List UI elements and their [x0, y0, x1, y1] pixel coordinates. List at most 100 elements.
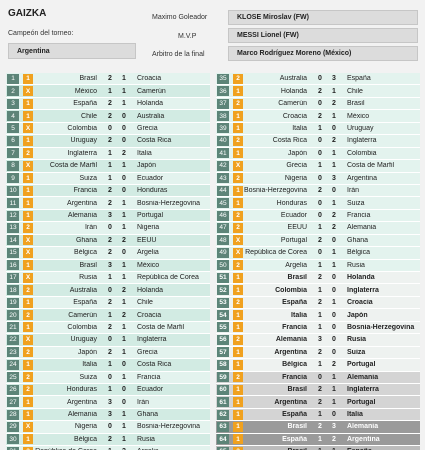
away-score[interactable]: 0: [332, 236, 336, 244]
away-score[interactable]: 0: [122, 124, 126, 132]
prediction-badge[interactable]: 1: [233, 148, 243, 159]
home-score[interactable]: 3: [108, 411, 112, 419]
away-score[interactable]: 2: [122, 149, 126, 157]
prediction-badge[interactable]: 1: [233, 285, 243, 296]
away-score[interactable]: 0: [122, 187, 126, 195]
away-score[interactable]: 1: [332, 261, 336, 269]
prediction-badge[interactable]: 1: [233, 397, 243, 408]
prediction-badge[interactable]: X: [23, 86, 33, 97]
home-score[interactable]: 1: [108, 162, 112, 170]
home-score[interactable]: 1: [108, 274, 112, 282]
prediction-badge[interactable]: 2: [233, 297, 243, 308]
prediction-badge[interactable]: X: [233, 235, 243, 246]
away-score[interactable]: 1: [122, 274, 126, 282]
away-score[interactable]: 0: [122, 112, 126, 120]
prediction-badge[interactable]: 1: [233, 310, 243, 321]
away-score[interactable]: 2: [332, 361, 336, 369]
away-score[interactable]: 2: [122, 286, 126, 294]
home-score[interactable]: 3: [108, 261, 112, 269]
away-score[interactable]: 1: [122, 423, 126, 431]
away-score[interactable]: 2: [122, 236, 126, 244]
home-score[interactable]: 1: [318, 361, 322, 369]
away-score[interactable]: 1: [122, 299, 126, 307]
prediction-badge[interactable]: 2: [233, 446, 243, 450]
home-score[interactable]: 0: [108, 423, 112, 431]
home-score[interactable]: 2: [108, 299, 112, 307]
away-score[interactable]: 0: [122, 249, 126, 257]
home-score[interactable]: 3: [108, 398, 112, 406]
prediction-badge[interactable]: 1: [233, 384, 243, 395]
prediction-badge[interactable]: 1: [233, 86, 243, 97]
home-score[interactable]: 0: [318, 249, 322, 257]
home-score[interactable]: 2: [108, 249, 112, 257]
home-score[interactable]: 1: [318, 162, 322, 170]
away-score[interactable]: 0: [332, 286, 336, 294]
home-score[interactable]: 0: [318, 373, 322, 381]
home-score[interactable]: 0: [318, 199, 322, 207]
home-score[interactable]: 0: [318, 149, 322, 157]
prediction-badge[interactable]: 1: [23, 322, 33, 333]
home-score[interactable]: 2: [318, 386, 322, 394]
prediction-badge[interactable]: X: [23, 421, 33, 432]
away-score[interactable]: 1: [122, 261, 126, 269]
home-score[interactable]: 2: [108, 348, 112, 356]
home-score[interactable]: 2: [318, 398, 322, 406]
home-score[interactable]: 1: [108, 149, 112, 157]
away-score[interactable]: 2: [122, 311, 126, 319]
prediction-badge[interactable]: 1: [233, 198, 243, 209]
home-score[interactable]: 3: [318, 336, 322, 344]
prediction-badge[interactable]: 2: [233, 260, 243, 271]
prediction-badge[interactable]: 2: [233, 210, 243, 221]
away-score[interactable]: 1: [122, 411, 126, 419]
away-score[interactable]: 1: [332, 112, 336, 120]
away-score[interactable]: 3: [332, 423, 336, 431]
home-score[interactable]: 2: [318, 423, 322, 431]
home-score[interactable]: 2: [108, 236, 112, 244]
away-score[interactable]: 1: [122, 87, 126, 95]
prediction-badge[interactable]: 2: [233, 135, 243, 146]
away-score[interactable]: 1: [327, 448, 341, 450]
away-score[interactable]: 0: [122, 398, 126, 406]
prediction-badge[interactable]: 1: [23, 434, 33, 445]
prediction-badge[interactable]: 1: [233, 322, 243, 333]
prediction-badge[interactable]: 1: [233, 347, 243, 358]
prediction-badge[interactable]: 2: [23, 347, 33, 358]
away-score[interactable]: 1: [122, 199, 126, 207]
away-score[interactable]: 1: [122, 323, 126, 331]
home-score[interactable]: 0: [108, 124, 112, 132]
prediction-badge[interactable]: 2: [233, 372, 243, 383]
prediction-badge[interactable]: 1: [23, 98, 33, 109]
home-score[interactable]: 0: [108, 336, 112, 344]
away-score[interactable]: 0: [122, 386, 126, 394]
prediction-badge[interactable]: X: [23, 334, 33, 345]
away-score[interactable]: 1: [332, 149, 336, 157]
prediction-badge[interactable]: X: [233, 160, 243, 171]
home-score[interactable]: 1: [108, 87, 112, 95]
prediction-badge[interactable]: 2: [233, 173, 243, 184]
home-score[interactable]: 2: [318, 87, 322, 95]
home-score[interactable]: 2: [108, 199, 112, 207]
prediction-badge[interactable]: X: [23, 235, 33, 246]
home-score[interactable]: 1: [103, 448, 117, 450]
prediction-badge[interactable]: 1: [23, 111, 33, 122]
prediction-badge[interactable]: 2: [233, 222, 243, 233]
away-score[interactable]: 2: [332, 100, 336, 108]
away-score[interactable]: 1: [332, 87, 336, 95]
home-score[interactable]: 1: [108, 174, 112, 182]
prediction-badge[interactable]: 2: [23, 384, 33, 395]
home-score[interactable]: 1: [318, 411, 322, 419]
away-score[interactable]: 1: [122, 162, 126, 170]
prediction-badge[interactable]: X: [23, 160, 33, 171]
home-score[interactable]: 1: [318, 435, 322, 443]
away-score[interactable]: 1: [122, 373, 126, 381]
prediction-badge[interactable]: 2: [23, 446, 33, 450]
home-score[interactable]: 2: [108, 187, 112, 195]
home-score[interactable]: 2: [108, 100, 112, 108]
away-score[interactable]: 0: [122, 137, 126, 145]
home-score[interactable]: 2: [108, 137, 112, 145]
away-score[interactable]: 1: [332, 199, 336, 207]
home-score[interactable]: 3: [108, 212, 112, 220]
prediction-badge[interactable]: 1: [233, 359, 243, 370]
prediction-badge[interactable]: 1: [23, 135, 33, 146]
home-score[interactable]: 2: [108, 435, 112, 443]
